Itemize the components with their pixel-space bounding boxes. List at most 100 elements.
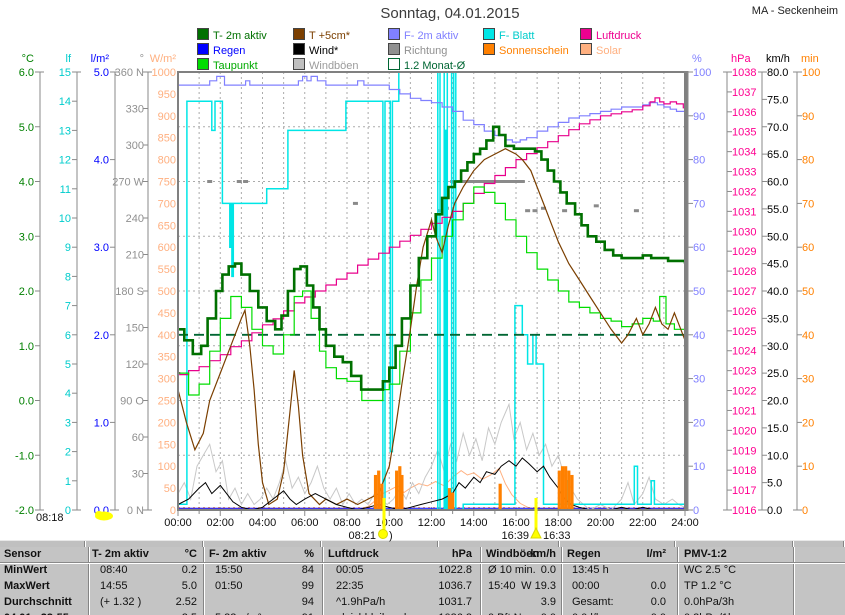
series-richtung: [352, 201, 358, 205]
table-col-unit: °C: [184, 548, 197, 560]
axis-label: 45.0: [767, 259, 788, 271]
legend-item-1-2-monat-: 1.2 Monat-Ø: [388, 58, 465, 72]
series-richtung: [465, 180, 471, 183]
table-cell-text: 15:50: [215, 564, 243, 576]
axis-label: 200: [158, 417, 176, 429]
axis-label: 210: [126, 250, 144, 262]
series-sonnenschein: [557, 470, 561, 510]
axis-label: 5.0: [19, 122, 34, 134]
table-cell-text: 22:35: [336, 580, 364, 592]
table-col-unit: hPa: [451, 548, 472, 560]
legend-swatch: [483, 28, 495, 40]
axis-label: 18:00: [544, 517, 572, 529]
table-cell-value: 1031.7: [438, 596, 472, 608]
axis-label: 50: [693, 286, 705, 298]
axis-label: 1028: [732, 266, 756, 278]
table-cell-text: 0.0 l/h: [572, 611, 602, 615]
axis-label: 00:00: [164, 517, 192, 529]
axis-label: 1025: [732, 326, 756, 338]
legend-swatch: [293, 58, 305, 70]
axis-label: °C: [22, 53, 34, 65]
axis-label: 3: [65, 417, 71, 429]
legend-swatch: [388, 58, 400, 70]
axis-label: 700: [158, 198, 176, 210]
status-bar-section: [0, 541, 85, 547]
weather-chart: °C6.05.04.03.02.01.00.0-1.0-2.0lf1514131…: [15, 53, 820, 542]
table-cell-value: 1022.8: [438, 564, 472, 576]
table-cell-value: 0.0: [650, 580, 666, 592]
table-cell-text: 00:00: [572, 580, 600, 592]
axis-label: 50.0: [767, 231, 788, 243]
axis-label: 90: [693, 111, 705, 123]
legend-swatch: [293, 28, 305, 40]
axis-label: 14: [59, 96, 71, 108]
axis-label: 150: [126, 323, 144, 335]
axis-label: min: [801, 53, 819, 65]
axis-label: 14:00: [460, 517, 488, 529]
table-separator: [561, 547, 562, 615]
series-richtung: [491, 180, 497, 183]
axis-label: 16:39: [501, 530, 529, 542]
axis-label: 1020: [732, 425, 756, 437]
axis-label: 20:00: [587, 517, 615, 529]
axis-label: 60: [132, 432, 144, 444]
axis-label: 0: [693, 505, 699, 517]
series-richtung: [532, 209, 538, 213]
legend-item-f-blatt: F- Blatt: [483, 28, 534, 42]
series-richtung: [462, 180, 468, 183]
legend-swatch: [483, 43, 495, 55]
series-richtung: [472, 180, 478, 183]
series-sonnenschein: [398, 466, 402, 510]
series-taupunkt: [178, 186, 686, 402]
axis-label: 0: [65, 505, 71, 517]
legend-label: F- 2m aktiv: [404, 30, 459, 42]
axis-label: 3.0: [94, 242, 109, 254]
axis-label: 180 S: [115, 286, 144, 298]
series-richtung: [243, 180, 249, 183]
axis-label: 300: [126, 140, 144, 152]
legend-item-t-2m-aktiv: T- 2m aktiv: [197, 28, 267, 42]
axis-label: 22:00: [629, 517, 657, 529]
table-cell-text: 00:05: [336, 564, 364, 576]
axis-label: 6.0: [19, 67, 34, 79]
axis-label: 13: [59, 125, 71, 137]
axis-label: 360 N: [115, 67, 144, 79]
series-windboeen: [177, 402, 686, 511]
table-cell-value: 0.0: [541, 611, 556, 615]
axis-label: 70: [802, 198, 814, 210]
series-sonnenschein: [451, 492, 455, 510]
axis-label: 1033: [732, 167, 756, 179]
axis-label: 1035: [732, 127, 756, 139]
axis-label: 450: [158, 308, 176, 320]
legend-item-windb-en: Windböen: [293, 58, 359, 72]
legend-item-richtung: Richtung: [388, 43, 447, 57]
axis-label: 1027: [732, 286, 756, 298]
table-col-header: T- 2m aktiv: [92, 548, 149, 560]
axis-label: 1026: [732, 306, 756, 318]
table-separator: [88, 547, 89, 615]
table-cell-value: 5.0: [181, 580, 197, 592]
series-f-2m-aktiv: [178, 75, 685, 143]
moon-icon: [95, 511, 103, 517]
axis-label: 60: [802, 242, 814, 254]
table-separator: [793, 547, 794, 615]
table-cell-value: 0.0: [651, 611, 666, 615]
axis-label: 1021: [732, 405, 756, 417]
axis-label: 250: [158, 396, 176, 408]
axis-label: 9: [65, 242, 71, 254]
axis-label: °: [140, 53, 144, 65]
axis-label: 300: [158, 374, 176, 386]
legend-swatch: [197, 43, 209, 55]
legend-item-regen: Regen: [197, 43, 245, 57]
axis-label: 16:00: [502, 517, 530, 529]
table-cell-value: W 19.3: [521, 580, 556, 592]
series-richtung: [236, 180, 242, 183]
table-cell-value: 94: [301, 596, 314, 608]
legend-label: T +5cm*: [309, 30, 351, 42]
axis-label: 90 O: [120, 396, 144, 408]
series-richtung: [525, 209, 531, 213]
legend-label: Taupunkt: [213, 60, 258, 72]
series-richtung: [500, 180, 506, 183]
axis-label: 950: [158, 89, 176, 101]
